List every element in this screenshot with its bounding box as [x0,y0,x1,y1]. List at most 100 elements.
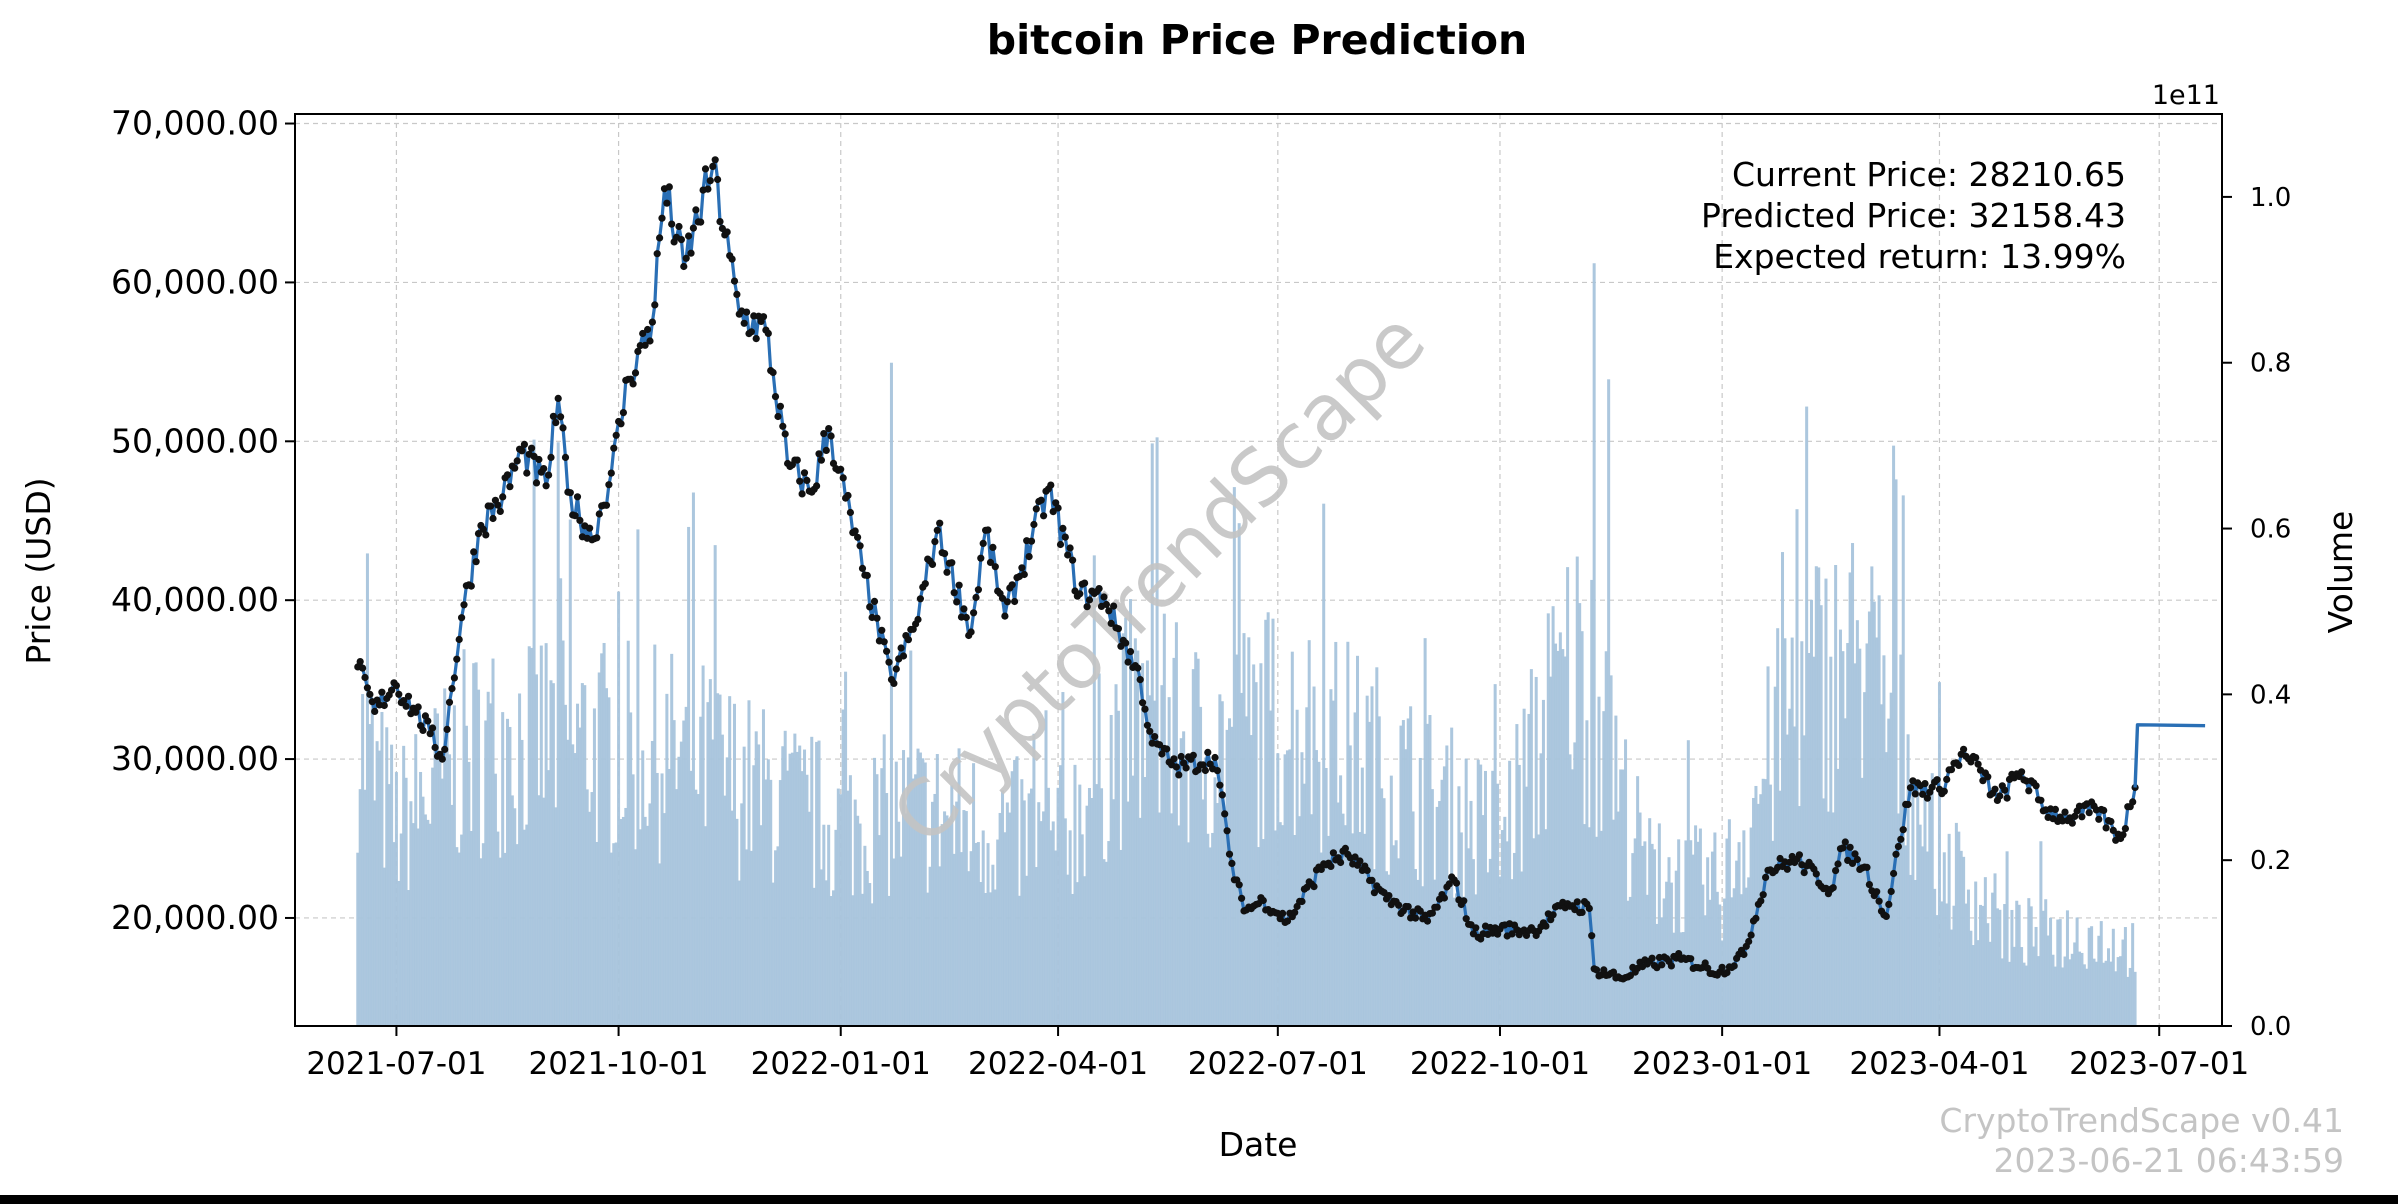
price-point [506,483,514,491]
volume-bar [626,640,630,1026]
volume-bar [1438,801,1442,1026]
volume-bar [452,705,456,1026]
volume-bar [462,649,466,1026]
price-point [820,430,828,438]
volume-bar [1034,867,1038,1026]
volume-bar [1800,641,1804,1026]
price-point [523,469,531,477]
volume-bar [1370,686,1374,1026]
price-point [1887,887,1895,896]
volume-bar [1157,812,1162,1026]
expected-return-annotation: Expected return: 13.99% [1713,237,2126,276]
price-point [955,581,963,589]
price-point [545,471,553,479]
volume-bar [1399,725,1403,1026]
price-point [1225,850,1234,858]
price-point [363,684,371,692]
volume-bar [1307,640,1311,1026]
volume-bar [1426,723,1430,1026]
volume-bar [2131,923,2135,1026]
volume-bar [1708,899,1712,1026]
volume-bar [404,777,408,1026]
price-point [1368,876,1376,885]
price-point [552,419,560,427]
volume-bar [1208,847,1212,1026]
volume-bar [561,640,565,1026]
volume-bar [1348,745,1352,1026]
volume-bar [870,903,874,1026]
price-point [1875,897,1883,905]
volume-bar [578,727,582,1026]
volume-bar [1498,876,1502,1026]
price-point [1740,950,1748,959]
volume-bar [1633,838,1637,1026]
price-point [1979,777,1987,785]
price-point [747,328,756,336]
y-axis-label: Price (USD) [19,477,58,664]
price-point [1081,579,1089,587]
volume-bar [1582,824,1587,1026]
price-point [2061,808,2069,816]
price-point [1076,590,1084,598]
volume-bar [1471,859,1475,1026]
volume-bar [1667,857,1671,1026]
volume-bar [1479,764,1483,1026]
price-point [989,543,997,552]
volume-bar [380,711,384,1026]
volume-bar [489,703,493,1026]
volume-bar [605,688,609,1026]
volume-bar [440,778,444,1026]
x-tick-label: 2023-04-01 [1849,1046,2029,1082]
volume-bar [1054,850,1058,1026]
volume-bar [1570,769,1574,1026]
volume-bar [1607,379,1611,1026]
volume-bar [1602,711,1606,1026]
price-point [1102,600,1110,609]
volume-bar [486,691,490,1026]
volume-bar [1109,714,1113,1026]
price-point [1573,898,1581,906]
volume-bar [892,858,896,1026]
x-tick-label: 2022-10-01 [1410,1046,1590,1082]
volume-bar [1160,685,1164,1026]
volume-bar [1517,764,1521,1026]
price-point [685,232,693,240]
price-point [1462,915,1470,923]
price-point [1593,966,1601,974]
volume-bar [1863,692,1867,1026]
volume-bar [2024,965,2028,1026]
volume-bar [718,694,722,1026]
price-point [798,490,806,498]
volume-bar [1206,833,1210,1026]
volume-bar [754,731,758,1026]
price-point [1223,827,1231,835]
volume-bar [1182,731,1186,1026]
volume-bar [1853,663,1857,1026]
volume-bar [460,834,464,1026]
price-point [714,175,722,184]
volume-bar [839,794,843,1026]
price-point [1066,544,1074,552]
price-point [1020,570,1028,579]
volume-bar [1126,801,1130,1026]
price-point [1363,866,1371,875]
volume-bar [438,755,442,1026]
price-point [1069,556,1077,564]
volume-bar [1174,622,1178,1026]
volume-bar [1520,871,1524,1026]
volume-bar [633,849,637,1026]
volume-bar [1259,663,1263,1026]
price-point [665,183,673,191]
volume-bar [1235,654,1239,1026]
volume-bar [1249,735,1253,1026]
volume-bar [2034,926,2038,1026]
price-point [1972,754,1980,762]
volume-bar [1727,819,1731,1026]
volume-bar [1288,749,1292,1026]
volume-bar [865,870,869,1026]
volume-bar [1846,643,1850,1026]
volume-bar [1462,896,1466,1026]
volume-bar [406,890,411,1026]
volume-bar [503,852,507,1026]
volume-bar [1215,803,1219,1026]
